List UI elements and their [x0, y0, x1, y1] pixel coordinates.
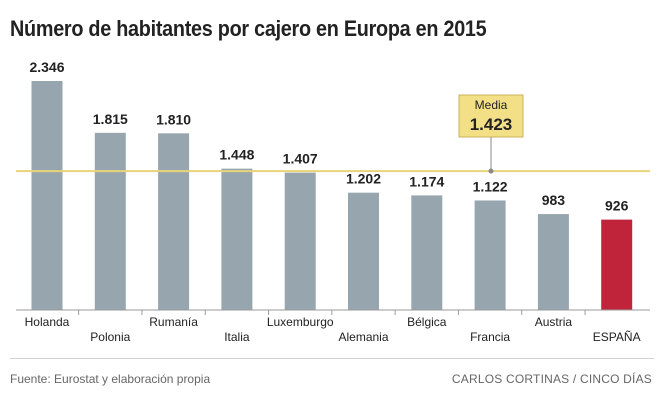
category-label: Italia: [224, 330, 250, 344]
bar-value-label: 2.346: [29, 59, 64, 75]
category-label: Rumanía: [149, 315, 198, 329]
bar-francia: [474, 200, 506, 310]
bar-value-label: 983: [542, 192, 566, 208]
bar-polonia: [94, 132, 126, 310]
bar-value-label: 926: [605, 198, 629, 214]
category-label: Holanda: [25, 315, 70, 329]
bar-value-label: 1.122: [473, 178, 508, 194]
average-callout-value: 1.423: [470, 115, 513, 134]
bar-value-label: 1.448: [219, 147, 254, 163]
footer-divider: [10, 358, 654, 359]
bar-holanda: [31, 81, 63, 310]
category-label: Austria: [535, 315, 573, 329]
source-note: Fuente: Eurostat y elaboración propia: [10, 372, 211, 386]
bar-chart: 2.346 1.815 1.810 1.448 1.407 1.202 1.174 1.122…: [16, 59, 650, 344]
category-label: Luxemburgo: [267, 315, 334, 329]
bar-value-label: 1.815: [93, 111, 128, 127]
bar-bélgica: [411, 195, 443, 310]
author-credit: CARLOS CORTINAS / CINCO DÍAS: [451, 372, 652, 386]
bar-value-label: 1.407: [283, 151, 318, 167]
bar-italia: [221, 168, 253, 310]
bar-españa: [601, 219, 633, 310]
bar-rumanía: [158, 133, 190, 310]
bar-alemania: [348, 192, 379, 310]
category-label: Francia: [470, 330, 510, 344]
bar-value-label: 1.202: [346, 171, 381, 187]
average-marker: [488, 168, 494, 174]
category-label: Alemania: [338, 330, 388, 344]
bar-luxemburgo: [284, 172, 316, 310]
category-label: ESPAÑA: [593, 330, 641, 344]
bar-austria: [537, 214, 569, 310]
category-label: Polonia: [90, 330, 130, 344]
bar-value-label: 1.810: [156, 111, 191, 127]
chart-title: Número de habitantes por cajero en Europ…: [10, 16, 487, 41]
average-callout-box: [458, 94, 524, 138]
average-callout-label: Media: [475, 98, 508, 112]
category-label: Bélgica: [407, 315, 447, 329]
bar-value-label: 1.174: [409, 173, 444, 189]
